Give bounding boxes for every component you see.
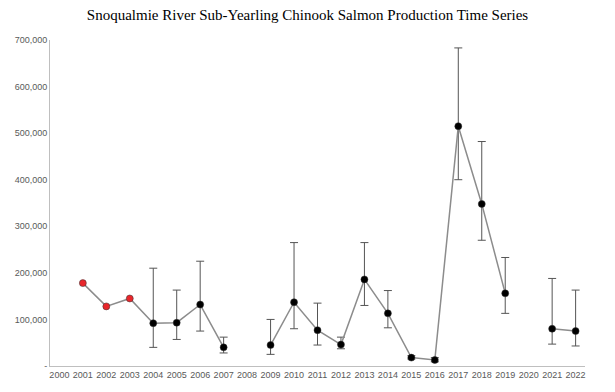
svg-text:2011: 2011 — [308, 370, 327, 380]
svg-text:2013: 2013 — [354, 370, 374, 380]
svg-text:2020: 2020 — [519, 370, 539, 380]
svg-text:2005: 2005 — [167, 370, 187, 380]
svg-text:2000: 2000 — [49, 370, 69, 380]
svg-text:2021: 2021 — [542, 370, 562, 380]
svg-text:2012: 2012 — [331, 370, 351, 380]
svg-text:2019: 2019 — [495, 370, 515, 380]
svg-text:2022: 2022 — [566, 370, 586, 380]
svg-text:-: - — [44, 361, 47, 371]
svg-text:300,000: 300,000 — [15, 221, 48, 231]
svg-text:2017: 2017 — [448, 370, 468, 380]
svg-text:2004: 2004 — [143, 370, 163, 380]
svg-text:200,000: 200,000 — [15, 268, 48, 278]
svg-text:2008: 2008 — [237, 370, 257, 380]
svg-text:2015: 2015 — [401, 370, 421, 380]
svg-text:2009: 2009 — [261, 370, 281, 380]
svg-text:600,000: 600,000 — [15, 82, 48, 92]
svg-text:2018: 2018 — [472, 370, 492, 380]
svg-text:2002: 2002 — [96, 370, 116, 380]
svg-text:2003: 2003 — [120, 370, 140, 380]
svg-text:400,000: 400,000 — [15, 175, 48, 185]
svg-text:2006: 2006 — [190, 370, 210, 380]
svg-text:700,000: 700,000 — [15, 35, 48, 45]
svg-text:2001: 2001 — [73, 370, 93, 380]
svg-text:2016: 2016 — [425, 370, 445, 380]
svg-text:Snoqualmie River Sub-Yearling: Snoqualmie River Sub-Yearling Chinook Sa… — [87, 7, 529, 23]
svg-text:500,000: 500,000 — [15, 128, 48, 138]
svg-text:2010: 2010 — [284, 370, 304, 380]
svg-text:2014: 2014 — [378, 370, 398, 380]
svg-text:2007: 2007 — [214, 370, 234, 380]
svg-text:100,000: 100,000 — [15, 315, 48, 325]
